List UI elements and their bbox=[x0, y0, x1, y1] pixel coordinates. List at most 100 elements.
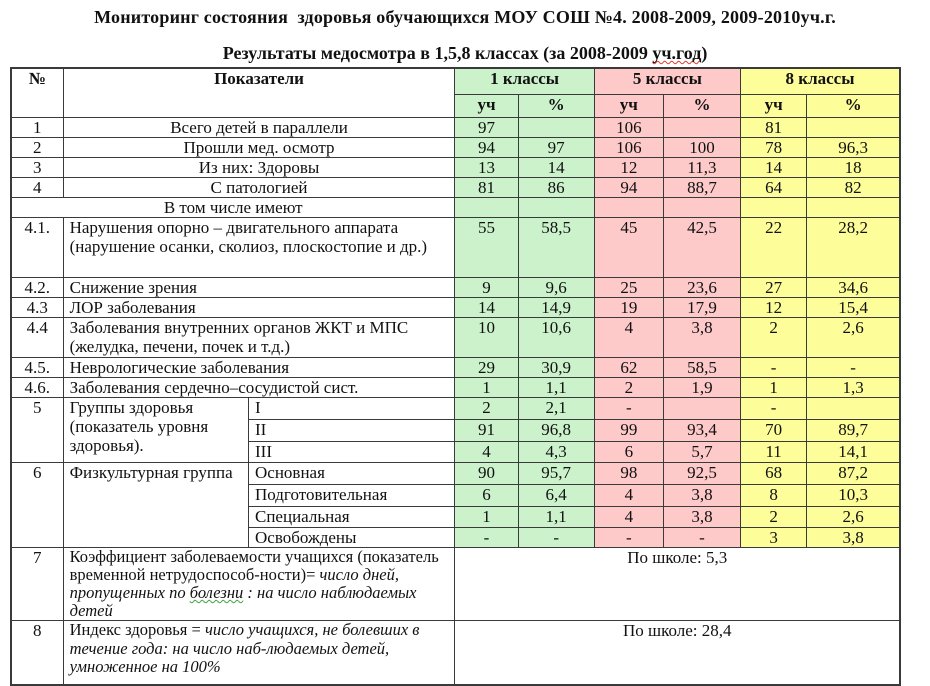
row-label: Прошли мед. осмотр bbox=[62, 136, 456, 158]
cell: 55 bbox=[454, 216, 519, 278]
table-row: 8 Индекс здоровья = число учащихся, не б… bbox=[10, 620, 901, 686]
cell: 106 bbox=[593, 116, 664, 138]
cell bbox=[806, 396, 901, 420]
cell: 14,9 bbox=[517, 296, 595, 318]
cell-empty bbox=[662, 196, 742, 218]
cell: 3 bbox=[740, 526, 808, 548]
cell: 99 bbox=[593, 418, 664, 442]
cell: 98 bbox=[593, 461, 664, 485]
cell: 1,9 bbox=[662, 376, 742, 398]
row-number: 8 bbox=[10, 620, 64, 686]
row-number: 2 bbox=[10, 136, 64, 158]
cell: 11,3 bbox=[662, 156, 742, 178]
cell: 93,4 bbox=[662, 418, 742, 442]
cell: 14 bbox=[517, 156, 595, 178]
row-number: 4 bbox=[10, 176, 64, 198]
cell: 12 bbox=[593, 156, 664, 178]
cell: 2,1 bbox=[517, 396, 595, 420]
cell: 92,5 bbox=[662, 461, 742, 485]
col-header-grade8-uch: уч bbox=[740, 93, 808, 118]
school-total-value: По школе: 5,3 bbox=[454, 546, 901, 622]
cell: 2,6 bbox=[806, 505, 901, 528]
cell: 58,5 bbox=[517, 216, 595, 278]
col-header-indicators: Показатели bbox=[62, 67, 456, 118]
cell: 4 bbox=[593, 316, 664, 358]
col-header-grade5-pct: % bbox=[662, 93, 742, 118]
cell: 97 bbox=[517, 136, 595, 158]
cell-empty bbox=[593, 196, 664, 218]
table-row: 4.1. Нарушения опорно – двигательного ап… bbox=[10, 216, 901, 278]
cell: 4 bbox=[593, 483, 664, 507]
row-number: 3 bbox=[10, 156, 64, 178]
row-label: Неврологические заболевания bbox=[62, 356, 456, 378]
cell: 3,8 bbox=[662, 316, 742, 358]
table-row: 7 Коэффициент заболеваемости учащихся (п… bbox=[10, 546, 901, 622]
col-header-grade1: 1 классы bbox=[454, 67, 595, 95]
table-row: 4 С патологией 81 86 94 88,7 64 82 bbox=[10, 176, 901, 198]
row-label: Индекс здоровья = число учащихся, не бол… bbox=[62, 620, 456, 686]
cell: 81 bbox=[740, 116, 808, 138]
cell: 1 bbox=[740, 376, 808, 398]
row-label: С патологией bbox=[62, 176, 456, 198]
cell: 6,4 bbox=[517, 483, 595, 507]
cell: 87,2 bbox=[806, 461, 901, 485]
cell: 29 bbox=[454, 356, 519, 378]
cell: 3,8 bbox=[662, 483, 742, 507]
col-header-grade1-pct: % bbox=[517, 93, 595, 118]
cell: 2,6 bbox=[806, 316, 901, 358]
cell: 28,2 bbox=[806, 216, 901, 278]
cell: 1 bbox=[454, 376, 519, 398]
cell: 14 bbox=[740, 156, 808, 178]
table-row: 4.3 ЛОР заболевания 14 14,9 19 17,9 12 1… bbox=[10, 296, 901, 318]
table-row: 4.2. Снижение зрения 9 9,6 25 23,6 27 34… bbox=[10, 276, 901, 298]
cell: 18 bbox=[806, 156, 901, 178]
caption-close: ) bbox=[701, 43, 708, 63]
col-header-grade5-uch: уч bbox=[593, 93, 664, 118]
cell: 3,8 bbox=[662, 505, 742, 528]
section-label: В том числе имеют bbox=[10, 196, 456, 218]
cell: 106 bbox=[593, 136, 664, 158]
cell: - bbox=[740, 396, 808, 420]
cell-empty bbox=[740, 196, 808, 218]
cell: 10,3 bbox=[806, 483, 901, 507]
table-row: Освобождены - - - - 3 3,8 bbox=[11, 526, 901, 548]
cell bbox=[517, 116, 595, 138]
cell: 62 bbox=[593, 356, 664, 378]
cell: 70 bbox=[740, 418, 808, 442]
row-number: 5 bbox=[10, 396, 64, 463]
cell: 12 bbox=[740, 296, 808, 318]
row-label: Нарушения опорно – двигательного аппарат… bbox=[62, 216, 456, 278]
table-row: 4.5. Неврологические заболевания 29 30,9… bbox=[10, 356, 901, 378]
row-number: 4.6. bbox=[10, 376, 64, 398]
table-row: 4.4 Заболевания внутренних органов ЖКТ и… bbox=[10, 316, 901, 358]
header-row-units: уч % уч % уч % bbox=[11, 93, 901, 118]
subrow-label: II bbox=[247, 418, 456, 442]
col-header-grade8: 8 классы bbox=[740, 67, 901, 95]
table-row: 1 Всего детей в параллели 97 106 81 bbox=[10, 116, 901, 138]
table-row: 4.6. Заболевания сердечно–сосудистой сис… bbox=[10, 376, 901, 398]
group5-label: Группы здоровья (показатель уровня здоро… bbox=[62, 396, 250, 463]
table-row: Специальная 1 1,1 4 3,8 2 2,6 bbox=[11, 505, 901, 528]
table-row: 6 Физкультурная группа Основная 90 95,7 … bbox=[10, 461, 901, 548]
row-number: 4.1. bbox=[10, 216, 64, 278]
label-italic: : на число наблюдаемых детей bbox=[69, 583, 417, 621]
cell: 4 bbox=[454, 440, 519, 463]
caption-text: Результаты медосмотра в 1,5,8 классах (з… bbox=[222, 43, 653, 63]
cell: 3,8 bbox=[806, 526, 901, 548]
row-label: Заболевания внутренних органов ЖКТ и МПС… bbox=[62, 316, 456, 358]
subrow-label: Подготовительная bbox=[247, 483, 456, 507]
cell: 94 bbox=[454, 136, 519, 158]
caption-spellcheck-word: уч.год bbox=[652, 43, 702, 63]
cell: 23,6 bbox=[662, 276, 742, 298]
cell: 10,6 bbox=[517, 316, 595, 358]
document-title: Мониторинг состояния здоровья обучающихс… bbox=[94, 7, 836, 27]
cell: 6 bbox=[593, 440, 664, 463]
cell: 30,9 bbox=[517, 356, 595, 378]
subrow-label: Освобождены bbox=[247, 526, 456, 548]
label-grammarcheck-word: болезни bbox=[189, 583, 244, 603]
row-label: ЛОР заболевания bbox=[62, 296, 456, 318]
row-label: Всего детей в параллели bbox=[62, 116, 456, 138]
cell-empty bbox=[517, 196, 595, 218]
label-italic: число учащихся, не болевших в течение го… bbox=[69, 620, 420, 676]
cell: - bbox=[806, 356, 901, 378]
